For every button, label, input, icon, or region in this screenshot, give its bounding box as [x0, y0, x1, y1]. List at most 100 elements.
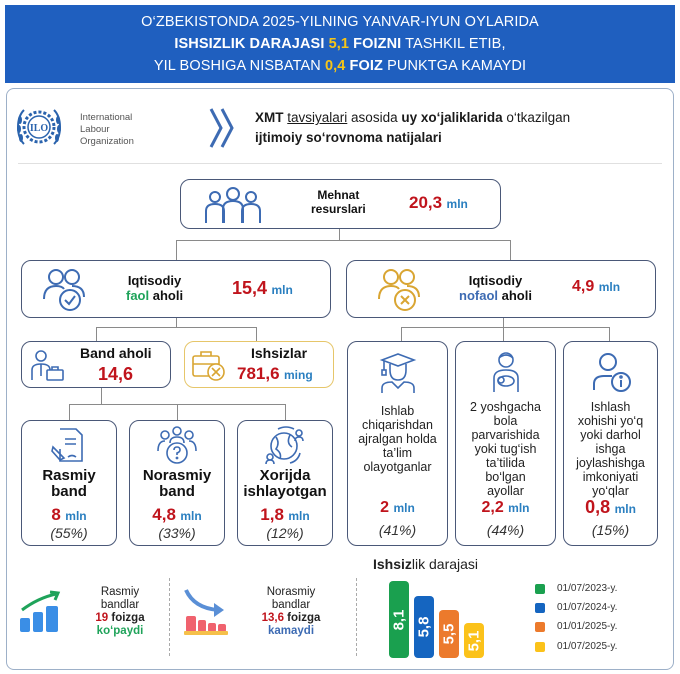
users-check-icon: [43, 269, 85, 311]
card-description: ta’lim: [382, 446, 413, 460]
labor-resources-label: Mehnat: [317, 188, 360, 202]
studying-card: Ishlab chiqarishdan ajralgan holda ta’li…: [347, 341, 448, 546]
bar-2025-01: 5,5: [439, 610, 459, 658]
nofaol-label: nofaol: [459, 288, 498, 303]
trend-label: bandlar: [100, 599, 140, 611]
intro-text: ijtimoiy so‘rovnoma natijalari: [255, 130, 442, 145]
card-title: ishlayotgan: [243, 483, 327, 500]
connector-line: [176, 240, 177, 260]
intro-text: XMT: [255, 110, 284, 125]
trend-label: bandlar: [271, 599, 311, 611]
legend-swatch-blue: [535, 603, 545, 613]
headline-line-1: O‘ZBEKISTONDA 2025-YILNING YANVAR-IYUN O…: [141, 14, 539, 30]
legend-item: 01/07/2023-y.: [535, 583, 617, 594]
rate-decrease-value: 0,4: [324, 58, 346, 74]
globe-people-icon: [265, 426, 304, 465]
chart-title: Ishsizlik darajasi: [373, 556, 479, 572]
briefcase-cross-icon: [192, 351, 225, 381]
unemployed-label: Ishsizlar: [251, 345, 308, 361]
card-percent: (41%): [378, 522, 417, 538]
card-description: olayotganlar: [363, 460, 432, 474]
connector-line: [256, 327, 257, 341]
headline-text: FOIZ: [345, 58, 383, 74]
labor-resources-label: resurslari: [311, 202, 366, 216]
unit-label: mln: [614, 502, 636, 516]
card-description: xohishi yo‘q: [577, 414, 644, 428]
economically-inactive-box: Iqtisodiy nofaol aholi 4,9 mln: [346, 260, 656, 318]
active-value: 15,4: [232, 278, 268, 298]
ilo-name-line: Labour: [80, 124, 110, 135]
legend-item: 01/07/2025-y.: [535, 641, 617, 652]
faol-label: faol: [126, 288, 150, 303]
inactive-value: 4,9: [572, 278, 595, 295]
card-description: ajralgan holda: [358, 432, 437, 446]
trend-value: 13,6: [261, 612, 284, 624]
recommendations-link[interactable]: tavsiyalari: [287, 110, 348, 125]
working-abroad-card: Xorijda ishlayotgan 1,8 mln (12%): [237, 420, 333, 546]
connector-line: [69, 404, 70, 420]
card-description: ayollar: [487, 484, 524, 498]
legend-item: 01/01/2025-y.: [535, 621, 617, 632]
user-info-icon: [593, 353, 631, 392]
bar-2025-07: 5,1: [464, 623, 484, 658]
card-value: 2,2: [481, 499, 504, 516]
trend-label: foizga: [108, 612, 145, 624]
connector-line: [609, 327, 610, 341]
employed-box: Band aholi 14,6: [21, 341, 171, 388]
intro-text: o‘tkazilgan: [502, 110, 571, 125]
economically-active-box: Iqtisodiy faol aholi 15,4 mln: [21, 260, 331, 318]
card-value: 0,8: [585, 497, 611, 517]
connector-line: [101, 388, 102, 404]
connector-line: [176, 240, 510, 241]
unit-label: mln: [446, 197, 468, 211]
legend-swatch-orange: [535, 622, 545, 632]
card-description: Ishlab: [380, 404, 415, 418]
chart-up-icon: [20, 590, 61, 632]
card-title: Xorijda: [259, 467, 311, 484]
connector-line: [339, 229, 340, 241]
unit-label: ming: [284, 368, 313, 382]
connector-line: [96, 327, 97, 341]
card-description: yoki darhol: [580, 428, 641, 442]
connector-line: [96, 327, 256, 328]
ilo-name-line: International: [80, 112, 133, 123]
card-percent: (44%): [486, 522, 525, 538]
trend-label: foizga: [283, 612, 321, 624]
connector-line: [285, 404, 286, 420]
ilo-name-line: Organization: [80, 136, 134, 147]
bar-2024-07: 5,8: [414, 596, 434, 658]
card-percent: (55%): [50, 525, 88, 541]
card-description: bola: [493, 414, 518, 428]
active-label: aholi: [149, 288, 184, 303]
contract-sign-icon: [51, 428, 83, 462]
ilo-emblem-icon: ILO: [17, 109, 61, 145]
unit-label: mln: [393, 501, 415, 515]
bar-2023-07: 8,1: [389, 581, 409, 658]
connector-line: [503, 318, 504, 328]
card-description: ta’tilida: [486, 456, 525, 470]
svg-text:ILO: ILO: [30, 123, 49, 134]
unemployment-rate-value: 5,1: [328, 36, 350, 52]
card-value: 8: [51, 505, 61, 524]
card-value: 4,8: [152, 505, 176, 524]
unit-label: mln: [180, 509, 202, 523]
trend-label: Rasmiy: [100, 586, 140, 598]
headline-banner: O‘ZBEKISTONDA 2025-YILNING YANVAR-IYUN O…: [5, 5, 675, 83]
survey-intro-text: XMT tavsiyalari asosida uy xo‘jaliklarid…: [255, 108, 570, 148]
card-description: Ishlash: [590, 400, 631, 414]
inactive-label: aholi: [498, 288, 532, 303]
connector-line: [503, 327, 504, 341]
double-chevron-right-icon: [209, 108, 234, 148]
labor-resources-value: 20,3: [409, 193, 443, 212]
dashed-divider: [169, 578, 170, 656]
unemployed-value: 781,6: [237, 364, 280, 383]
unit-label: mln: [598, 280, 621, 294]
informal-trend-text: Norasmiy bandlar 13,6 foizga kamaydi: [248, 586, 334, 638]
legend-swatch-green: [535, 584, 545, 594]
headline-text: PUNKTGA KAMAYDI: [382, 58, 527, 74]
headline-line-3: YIL BOSHIGA NISBATAN 0,4 FOIZ PUNKTGA KA…: [5, 55, 675, 77]
not-willing-card: Ishlash xohishi yo‘q yoki darhol ishga j…: [563, 341, 658, 546]
trend-label: Norasmiy: [266, 586, 316, 598]
card-description: ishga: [595, 442, 626, 456]
headline-line-2: ISHSIZLIK DARAJASI 5,1 FOIZNI TASHKIL ET…: [5, 33, 675, 55]
